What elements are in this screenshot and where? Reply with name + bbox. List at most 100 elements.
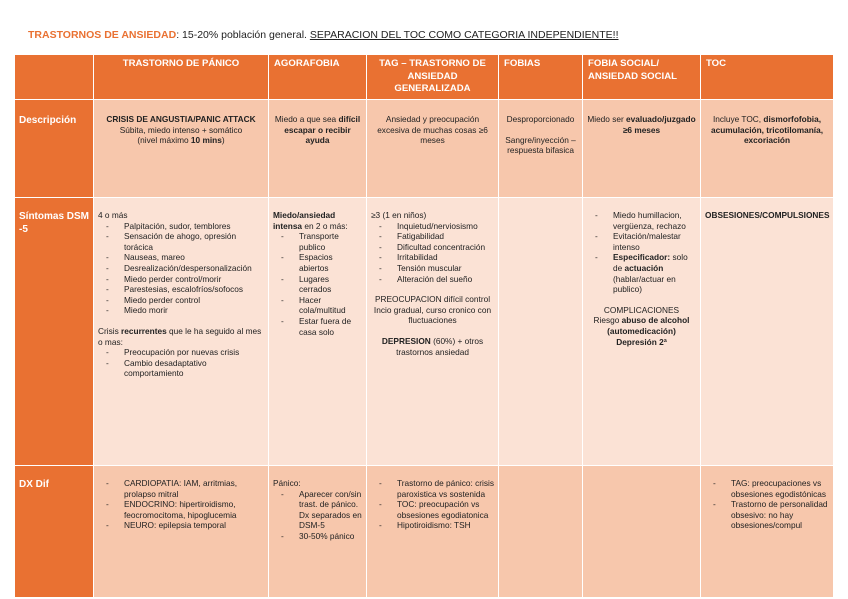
bullet-list: Inquietud/nerviosismoFatigabilidadDificu… <box>371 221 494 285</box>
cell-panico: 4 o másPalpitación, sudor, tembloresSens… <box>93 197 269 466</box>
bold-text: abuso de alcohol (automedicación) <box>607 315 690 336</box>
bold-text: recurrentes <box>121 325 167 336</box>
list-item: Dificultad concentración <box>379 242 494 253</box>
cell-paragraph: Depresión 2ª <box>587 337 696 348</box>
header-empty <box>14 54 94 100</box>
cell-panico: CARDIOPATIA: IAM, arritmias, prolapso mi… <box>93 465 269 598</box>
bold-text: 10 mins <box>190 135 222 146</box>
bullet-list: CARDIOPATIA: IAM, arritmias, prolapso mi… <box>98 478 264 531</box>
table-row: Síntomas DSM -54 o másPalpitación, sudor… <box>14 197 834 466</box>
list-item: Miedo perder control/morir <box>106 274 264 285</box>
cell-paragraph: Incluye TOC, dismorfofobia, acumulación,… <box>710 114 824 146</box>
cell-tag: ≥3 (1 en niños)Inquietud/nerviosismoFati… <box>366 197 499 466</box>
list-item: Hacer cola/multitud <box>281 295 362 316</box>
bullet-list: Palpitación, sudor, tembloresSensación d… <box>98 221 264 316</box>
bold-text: difícil escapar o recibir ayuda <box>284 114 361 146</box>
list-item: Tensión muscular <box>379 263 494 274</box>
list-item: Palpitación, sudor, temblores <box>106 221 264 232</box>
table-row: DX Dif CARDIOPATIA: IAM, arritmias, prola… <box>14 465 834 598</box>
list-item: Nauseas, mareo <box>106 252 264 263</box>
cell-paragraph: Incio gradual, curso cronico con fluctua… <box>373 304 492 326</box>
cell-agorafobia: Miedo a que sea difícil escapar o recibi… <box>268 99 367 198</box>
bullet-list: Miedo humillacion, vergüenza, rechazoEvi… <box>587 210 696 295</box>
list-item: Desrealización/despersonalización <box>106 263 264 274</box>
header-agorafobia: AGORAFOBIA <box>268 54 367 100</box>
list-item: Cambio desadaptativo comportamiento <box>106 358 264 379</box>
cell-paragraph: Pánico: <box>273 478 301 488</box>
cell-paragraph: PREOCUPACION difícil control <box>374 294 491 305</box>
list-item: Especificador: solo de actuación (hablar… <box>595 252 696 294</box>
list-item: ENDOCRINO: hipertiroidismo, feocromocito… <box>106 499 264 520</box>
cell-fobia-social: Miedo ser evaluado/juzgado ≥6 meses <box>582 99 701 198</box>
cell-paragraph: Crisis recurrentes que le ha seguido al … <box>98 325 262 347</box>
document-title: TRASTORNOS DE ANSIEDAD: 15-20% población… <box>28 29 619 41</box>
list-item: Irritabilidad <box>379 252 494 263</box>
cell-agorafobia: Pánico:Aparecer con/sin trast. de pánico… <box>268 465 367 598</box>
list-item: Trastorno de pánico: crisis paroxistica … <box>379 478 494 499</box>
table-row: Descripción CRISIS DE ANGUSTIA/PANIC ATTA… <box>14 99 834 198</box>
cell-toc: OBSESIONES/COMPULSIONES <box>700 197 834 466</box>
cell-toc: TAG: preocupaciones vs obsesiones egodis… <box>700 465 834 598</box>
bold-text: OBSESIONES/COMPULSIONES <box>705 210 830 220</box>
list-item: Espacios abiertos <box>281 252 362 273</box>
cell-fobia-social: Miedo humillacion, vergüenza, rechazoEvi… <box>582 197 701 466</box>
row-label: Síntomas DSM -5 <box>14 197 94 466</box>
cell-paragraph: Sangre/inyección – respuesta bifasica <box>505 134 576 156</box>
list-item: Evitación/malestar intenso <box>595 231 696 252</box>
cell-tag: Ansiedad y preocupación excesiva de much… <box>366 99 499 198</box>
bullet-list: Aparecer con/sin trast. de pánico. Dx se… <box>273 489 362 542</box>
list-item: Inquietud/nerviosismo <box>379 221 494 232</box>
list-item: TOC: preocupación vs obsesiones egodiato… <box>379 499 494 520</box>
list-item: Sensación de ahogo, opresión torácica <box>106 231 264 252</box>
cell-paragraph: Miedo a que sea difícil escapar o recibi… <box>274 114 361 146</box>
cell-paragraph: CRISIS DE ANGUSTIA/PANIC ATTACK <box>98 114 264 125</box>
cell-paragraph: ≥3 (1 en niños) <box>371 210 427 220</box>
header-row: TRASTORNO DE PÁNICO AGORAFOBIA TAG – TRA… <box>14 54 834 100</box>
row-label: Descripción <box>14 99 94 198</box>
bullet-list: Transporte publicoEspacios abiertosLugar… <box>273 231 362 337</box>
cell-fobias <box>498 197 583 466</box>
bullet-list: Preocupación por nuevas crisisCambio des… <box>98 347 264 379</box>
bold-text: Especificador: <box>613 252 671 263</box>
cell-panico: CRISIS DE ANGUSTIA/PANIC ATTACK Súbita, m… <box>93 99 269 198</box>
list-item: Estar fuera de casa solo <box>281 316 362 337</box>
cell-fobia-social <box>582 465 701 598</box>
cell-paragraph: OBSESIONES/COMPULSIONES <box>705 210 829 221</box>
cell-fobias <box>498 465 583 598</box>
bold-text: DEPRESION <box>381 335 431 346</box>
list-item: Trastorno de personalidad obsesivo: no h… <box>713 499 829 531</box>
list-item: 30-50% pánico <box>281 531 362 542</box>
bold-text: CRISIS DE ANGUSTIA/PANIC ATTACK <box>106 114 256 124</box>
list-item: Hipotiroidismo: TSH <box>379 520 494 531</box>
list-item: Aparecer con/sin trast. de pánico. Dx se… <box>281 489 362 531</box>
list-item: Transporte publico <box>281 231 362 252</box>
cell-paragraph: Desproporcionado <box>506 114 575 124</box>
cell-paragraph: Miedo/ansiedad intensa en 2 o más: <box>273 210 348 231</box>
header-trastorno-panico: TRASTORNO DE PÁNICO <box>93 54 269 100</box>
cell-toc: Incluye TOC, dismorfofobia, acumulación,… <box>700 99 834 198</box>
header-fobias: FOBIAS <box>498 54 583 100</box>
list-item: CARDIOPATIA: IAM, arritmias, prolapso mi… <box>106 478 264 499</box>
list-item: Lugares cerrados <box>281 274 362 295</box>
list-item: Alteración del sueño <box>379 274 494 285</box>
cell-paragraph: COMPLICACIONES <box>603 304 680 315</box>
cell-paragraph: 4 o más <box>98 210 128 220</box>
title-note: SEPARACION DEL TOC COMO CATEGORIA INDEPE… <box>309 29 619 41</box>
list-item: Preocupación por nuevas crisis <box>106 347 264 358</box>
header-tag: TAG – TRASTORNO DE ANSIEDAD GENERALIZADA <box>366 54 499 100</box>
cell-paragraph: Ansiedad y preocupación excesiva de much… <box>377 114 488 146</box>
list-item: Parestesias, escalofríos/sofocos <box>106 284 264 295</box>
list-item: Miedo humillacion, vergüenza, rechazo <box>595 210 696 231</box>
cell-paragraph: DEPRESION (60%) + otros trastornos ansie… <box>381 335 484 357</box>
cell-agorafobia: Miedo/ansiedad intensa en 2 o más:Transp… <box>268 197 367 466</box>
bold-text: evaluado/juzgado ≥6 meses <box>622 114 696 135</box>
header-toc: TOC <box>700 54 834 100</box>
list-item: Fatigabilidad <box>379 231 494 242</box>
row-label: DX Dif <box>14 465 94 598</box>
title-text: : 15-20% población general. <box>176 29 310 41</box>
list-item: Miedo morir <box>106 305 264 316</box>
bullet-list: Trastorno de pánico: crisis paroxistica … <box>371 478 494 531</box>
cell-paragraph: Súbita, miedo intenso + somático <box>119 124 243 135</box>
bold-text: Miedo/ansiedad intensa <box>273 210 336 231</box>
anxiety-disorders-table: TRASTORNO DE PÁNICO AGORAFOBIA TAG – TRA… <box>14 54 834 598</box>
